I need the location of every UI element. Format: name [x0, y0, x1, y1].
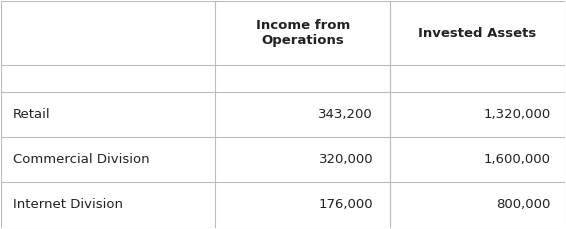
Text: Internet Division: Internet Division — [12, 199, 123, 212]
Text: 1,320,000: 1,320,000 — [483, 108, 551, 121]
Text: 320,000: 320,000 — [319, 153, 373, 166]
Text: Commercial Division: Commercial Division — [12, 153, 149, 166]
Text: 1,600,000: 1,600,000 — [483, 153, 551, 166]
Text: Invested Assets: Invested Assets — [418, 27, 537, 40]
Text: Retail: Retail — [12, 108, 50, 121]
Text: 800,000: 800,000 — [496, 199, 551, 212]
Text: 343,200: 343,200 — [318, 108, 373, 121]
Text: Income from
Operations: Income from Operations — [256, 19, 350, 47]
Text: 176,000: 176,000 — [319, 199, 373, 212]
